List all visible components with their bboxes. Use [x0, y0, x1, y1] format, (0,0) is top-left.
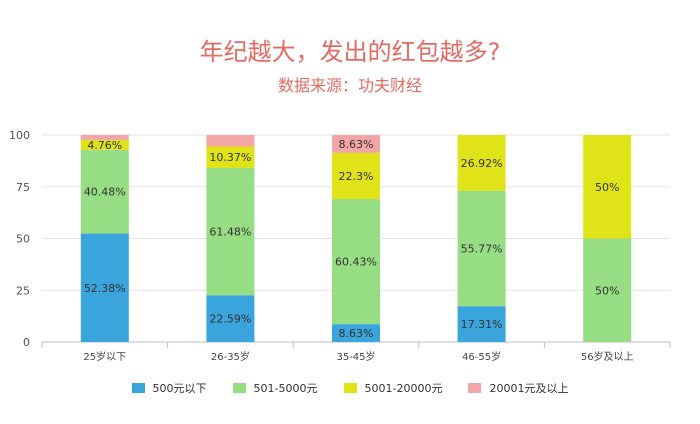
data-label: 4.76%: [87, 139, 122, 152]
bar-segment: [583, 135, 632, 239]
data-label: 60.43%: [335, 256, 377, 269]
data-label: 26.92%: [461, 157, 503, 170]
data-label: 22.3%: [339, 170, 374, 183]
legend-swatch: [232, 383, 246, 393]
data-label: 55.77%: [461, 242, 503, 255]
data-label: 52.38%: [84, 282, 126, 295]
legend-label: 5001-20000元: [364, 382, 443, 395]
data-label: 10.37%: [209, 151, 251, 164]
bar-segment: [80, 149, 129, 234]
bar-segment: [332, 135, 380, 153]
data-label: 17.31%: [461, 318, 503, 331]
chart-title: 年纪越大，发出的红包越多?: [199, 38, 501, 66]
bar-segment: [332, 199, 380, 325]
bar-segment: [206, 295, 255, 342]
y-tick-label: 75: [16, 181, 30, 194]
x-tick-label: 35-45岁: [336, 350, 375, 363]
legend-swatch: [343, 383, 357, 393]
x-tick-label: 46-55岁: [462, 350, 501, 363]
y-tick-label: 0: [23, 336, 30, 349]
legend-swatch: [131, 383, 145, 393]
data-label: 8.63%: [339, 138, 374, 151]
data-label: 50%: [595, 181, 619, 194]
y-tick-label: 100: [9, 129, 30, 142]
x-tick-label: 25岁以下: [83, 350, 126, 363]
legend-item: 5001-20000元: [343, 380, 443, 396]
data-label: 40.48%: [84, 186, 126, 199]
bar-segment: [80, 233, 129, 342]
legend-swatch: [468, 383, 482, 393]
chart-subtitle: 数据来源：功夫财经: [277, 76, 422, 95]
bar-segment: [206, 167, 255, 296]
bar-segment: [457, 190, 506, 307]
bar-segment: [332, 324, 380, 342]
legend-label: 20001元及以上: [489, 382, 569, 395]
bar-segment: [80, 139, 129, 150]
x-tick-label: 56岁及以上: [581, 350, 634, 363]
legend-label: 500元以下: [152, 382, 207, 395]
y-tick-label: 50: [16, 233, 30, 246]
legend-item: 500元以下: [131, 380, 207, 396]
legend-label: 501-5000元: [253, 382, 318, 395]
bar-segment: [457, 135, 506, 191]
bar-segment: [206, 135, 255, 147]
data-label: 50%: [595, 284, 619, 297]
bar-segment: [80, 135, 129, 140]
legend-item: 20001元及以上: [468, 380, 568, 396]
legend-item: 501-5000元: [232, 380, 318, 396]
y-tick-label: 25: [16, 284, 30, 297]
data-label: 22.59%: [209, 313, 251, 326]
bar-segment: [206, 146, 255, 168]
data-label: 8.63%: [339, 327, 374, 340]
bar-segment: [583, 238, 632, 342]
chart-legend: 500元以下 501-5000元 5001-20000元 20001元及以上: [0, 380, 700, 396]
bar-segment: [332, 152, 380, 200]
x-tick-label: 26-35岁: [211, 350, 250, 363]
data-label: 61.48%: [209, 226, 251, 239]
bar-segment: [457, 306, 506, 342]
